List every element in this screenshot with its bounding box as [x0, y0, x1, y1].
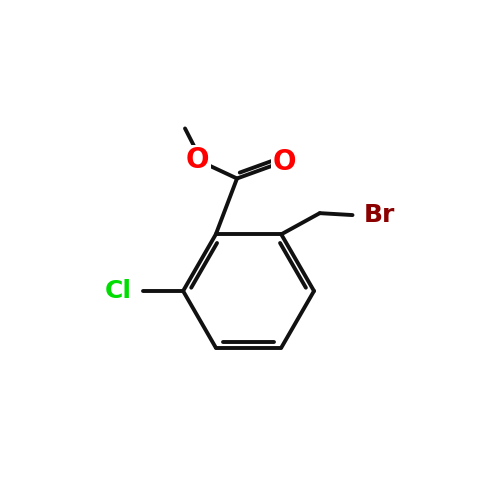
Text: Cl: Cl [105, 279, 132, 303]
Text: Br: Br [364, 203, 394, 227]
Text: O: O [186, 146, 210, 174]
Text: O: O [272, 148, 296, 176]
